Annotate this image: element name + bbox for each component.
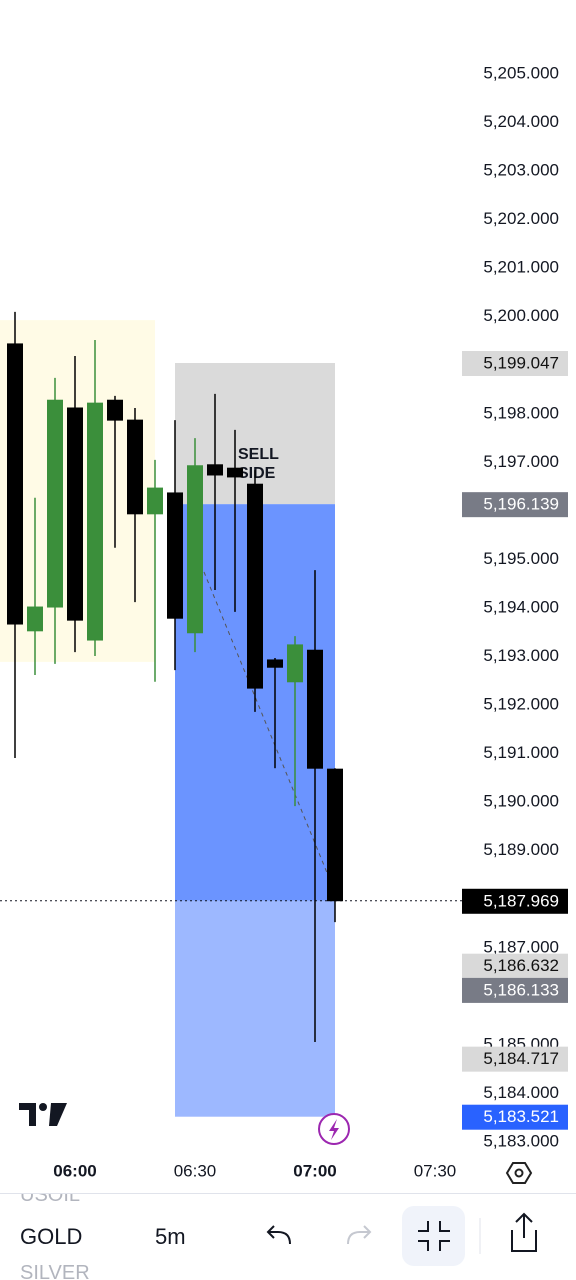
price-label: 5,199.047 xyxy=(483,353,559,372)
candle-body xyxy=(247,483,263,689)
y-tick-label: 5,184.000 xyxy=(483,1083,559,1102)
candle-body xyxy=(187,465,203,634)
y-tick-label: 5,201.000 xyxy=(483,258,559,277)
candle-body xyxy=(87,402,103,641)
divider xyxy=(0,1193,576,1194)
settings-icon[interactable] xyxy=(505,1162,533,1184)
y-tick-label: 5,183.000 xyxy=(483,1131,559,1150)
y-tick-label: 5,189.000 xyxy=(483,840,559,859)
candle-body xyxy=(207,464,223,476)
candle-body xyxy=(167,492,183,619)
chart: SELL SIDE 5,205.000 5,204.000 5,203.000 5,20… xyxy=(0,63,568,1184)
price-label: 5,184.717 xyxy=(483,1049,559,1068)
redo-button[interactable] xyxy=(347,1225,372,1245)
lightning-button[interactable] xyxy=(318,1113,350,1145)
price-label: 5,183.521 xyxy=(483,1107,559,1126)
x-tick-label: 06:00 xyxy=(53,1161,96,1180)
candle-body xyxy=(327,768,343,902)
candle-body xyxy=(307,649,323,769)
y-tick-label: 5,190.000 xyxy=(483,792,559,811)
zone xyxy=(175,900,335,1117)
symbol-picker[interactable]: USOIL GOLD SILVER xyxy=(0,1194,130,1280)
candle-body xyxy=(267,659,283,668)
y-tick-label: 5,195.000 xyxy=(483,549,559,568)
candle-body xyxy=(67,407,83,621)
candle-body xyxy=(7,343,23,625)
candle-body xyxy=(27,606,43,632)
x-tick-label: 06:30 xyxy=(174,1161,217,1180)
x-tick-label: 07:30 xyxy=(414,1161,457,1180)
y-tick-label: 5,205.000 xyxy=(483,63,559,82)
price-label-box xyxy=(462,953,568,979)
undo-button[interactable] xyxy=(266,1225,291,1245)
candle-body xyxy=(147,487,163,515)
y-tick-label: 5,192.000 xyxy=(483,695,559,714)
y-tick-label: 5,187.000 xyxy=(483,937,559,956)
collapse-button[interactable] xyxy=(402,1206,465,1266)
price-label-box xyxy=(462,350,568,376)
price-label-box xyxy=(462,977,568,1003)
price-label-box xyxy=(462,492,568,518)
price-label-box xyxy=(462,1046,568,1072)
candle-body xyxy=(227,467,243,478)
candle-body xyxy=(127,419,143,515)
price-label: 5,186.133 xyxy=(483,980,559,999)
annotation: SELL SIDE xyxy=(238,446,279,482)
candle-body xyxy=(47,399,63,608)
y-tick-label: 5,200.000 xyxy=(483,306,559,325)
y-tick-label: 5,203.000 xyxy=(483,161,559,180)
y-tick-label: 5,204.000 xyxy=(483,112,559,131)
candle-body xyxy=(107,399,123,421)
price-label-box xyxy=(462,888,568,914)
share-button[interactable] xyxy=(511,1212,537,1252)
x-tick-label: 07:00 xyxy=(293,1161,336,1180)
y-tick-label: 5,194.000 xyxy=(483,597,559,616)
candle-body xyxy=(287,644,303,683)
y-tick-label: 5,197.000 xyxy=(483,452,559,471)
price-label: 5,186.632 xyxy=(483,956,559,975)
price-label: 5,196.139 xyxy=(483,495,559,514)
y-tick-label: 5,198.000 xyxy=(483,403,559,422)
symbol[interactable]: USOIL xyxy=(20,1194,81,1206)
symbol[interactable]: SILVER xyxy=(20,1262,90,1280)
price-label-box xyxy=(462,1104,568,1130)
y-tick-label: 5,202.000 xyxy=(483,209,559,228)
y-tick-label: 5,193.000 xyxy=(483,646,559,665)
y-tick-label: 5,191.000 xyxy=(483,743,559,762)
interval[interactable]: 5m xyxy=(155,1224,186,1249)
tradingview-logo xyxy=(19,1103,67,1126)
price-label: 5,187.969 xyxy=(483,891,559,910)
symbol-selected[interactable]: GOLD xyxy=(20,1224,83,1249)
toolbar-icons xyxy=(266,1206,537,1266)
